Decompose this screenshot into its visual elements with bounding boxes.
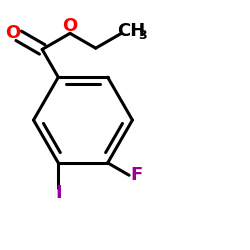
Text: O: O — [5, 24, 20, 42]
Text: F: F — [130, 166, 142, 184]
Text: O: O — [62, 17, 78, 35]
Text: I: I — [55, 184, 62, 202]
Text: CH: CH — [117, 22, 145, 40]
Text: 3: 3 — [138, 28, 147, 42]
